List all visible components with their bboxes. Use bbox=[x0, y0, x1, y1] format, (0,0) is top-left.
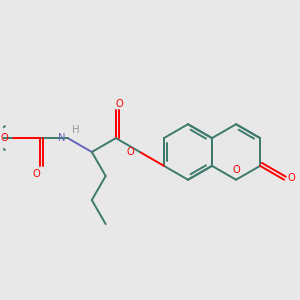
Text: O: O bbox=[32, 169, 40, 179]
Text: H: H bbox=[72, 125, 80, 135]
Text: O: O bbox=[116, 99, 124, 110]
Text: O: O bbox=[232, 165, 240, 175]
Text: N: N bbox=[58, 133, 66, 143]
Text: O: O bbox=[1, 133, 8, 143]
Text: O: O bbox=[287, 173, 295, 183]
Text: O: O bbox=[126, 147, 134, 157]
